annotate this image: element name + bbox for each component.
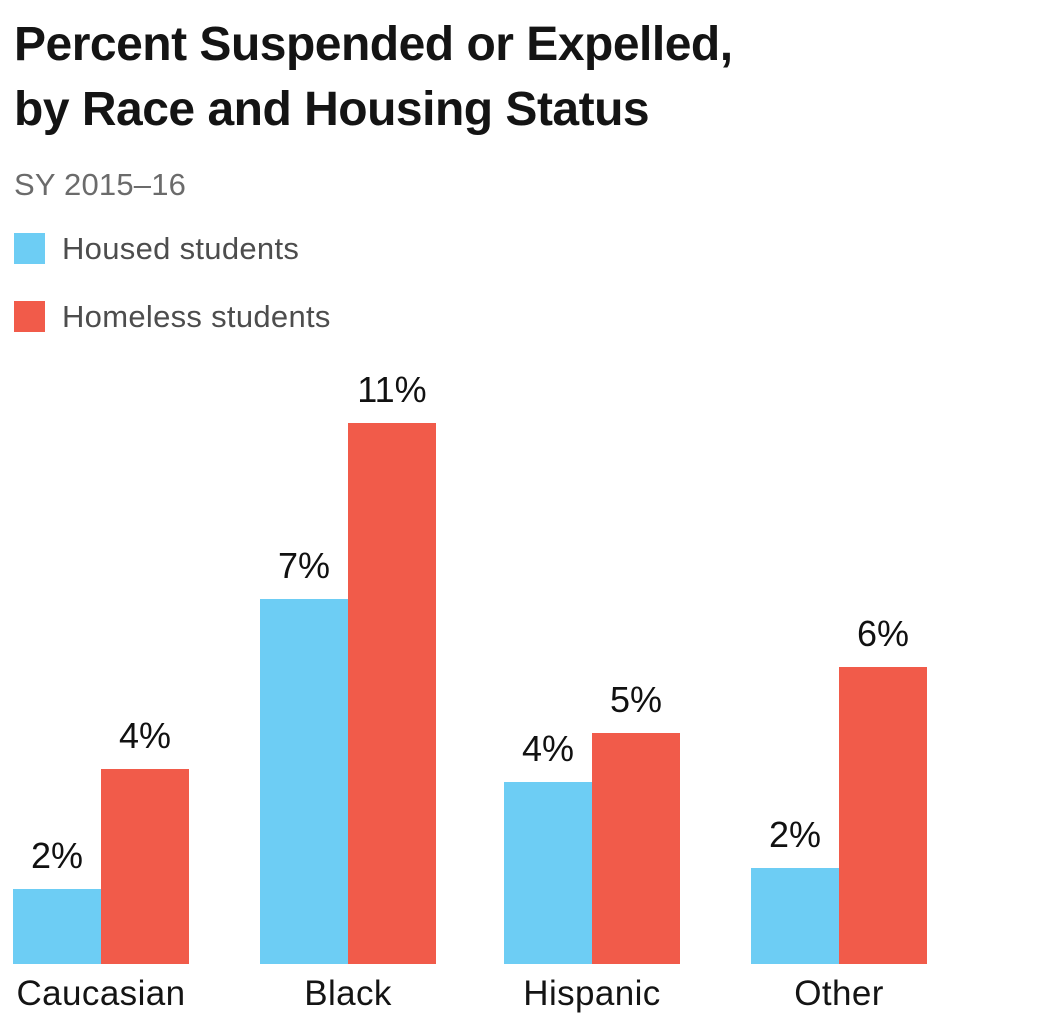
category-label-black: Black [304, 974, 392, 1013]
chart-title-line-1: Percent Suspended or Expelled, [14, 18, 733, 71]
bar-housed-hispanic [504, 782, 592, 964]
bar-housed-other [751, 868, 839, 964]
bar-value-label: 4% [118, 715, 172, 756]
bar-homeless-hispanic [592, 733, 680, 964]
category-label-other: Other [794, 974, 884, 1013]
bar-homeless-other [839, 667, 927, 964]
bar-homeless-black [348, 423, 436, 964]
legend-item-housed: Housed students [14, 231, 1034, 267]
category-label-caucasian: Caucasian [16, 974, 186, 1013]
bar-housed-black [260, 599, 348, 964]
legend-label-homeless: Homeless students [62, 298, 331, 334]
bar-housed-caucasian [13, 889, 101, 964]
bar-value-label: 2% [30, 835, 84, 876]
chart-legend: Housed students Homeless students [14, 231, 1034, 335]
legend-swatch-housed [14, 233, 45, 265]
chart-title: Percent Suspended or Expelled, by Race a… [14, 12, 1034, 143]
bar-value-label: 2% [768, 814, 822, 855]
bar-value-label: 11% [357, 369, 427, 410]
bar-homeless-caucasian [101, 769, 189, 964]
legend-swatch-homeless [14, 301, 45, 333]
bar-value-label: 6% [856, 613, 910, 654]
chart-subtitle: SY 2015–16 [14, 166, 187, 202]
legend-label-housed: Housed students [62, 230, 300, 266]
legend-item-homeless: Homeless students [14, 299, 1034, 335]
category-label-hispanic: Hispanic [523, 974, 661, 1013]
chart-title-line-2: by Race and Housing Status [14, 83, 650, 137]
chart-header: Percent Suspended or Expelled, by Race a… [14, 12, 1034, 367]
bar-value-label: 4% [521, 728, 575, 769]
bar-value-label: 7% [277, 545, 331, 586]
bar-value-label: 5% [609, 679, 663, 720]
bar-plot-area: 2% 7% 4% 2% 4% 11% 5% 6% Caucasian Black Hispanic O… [0, 360, 1050, 1013]
